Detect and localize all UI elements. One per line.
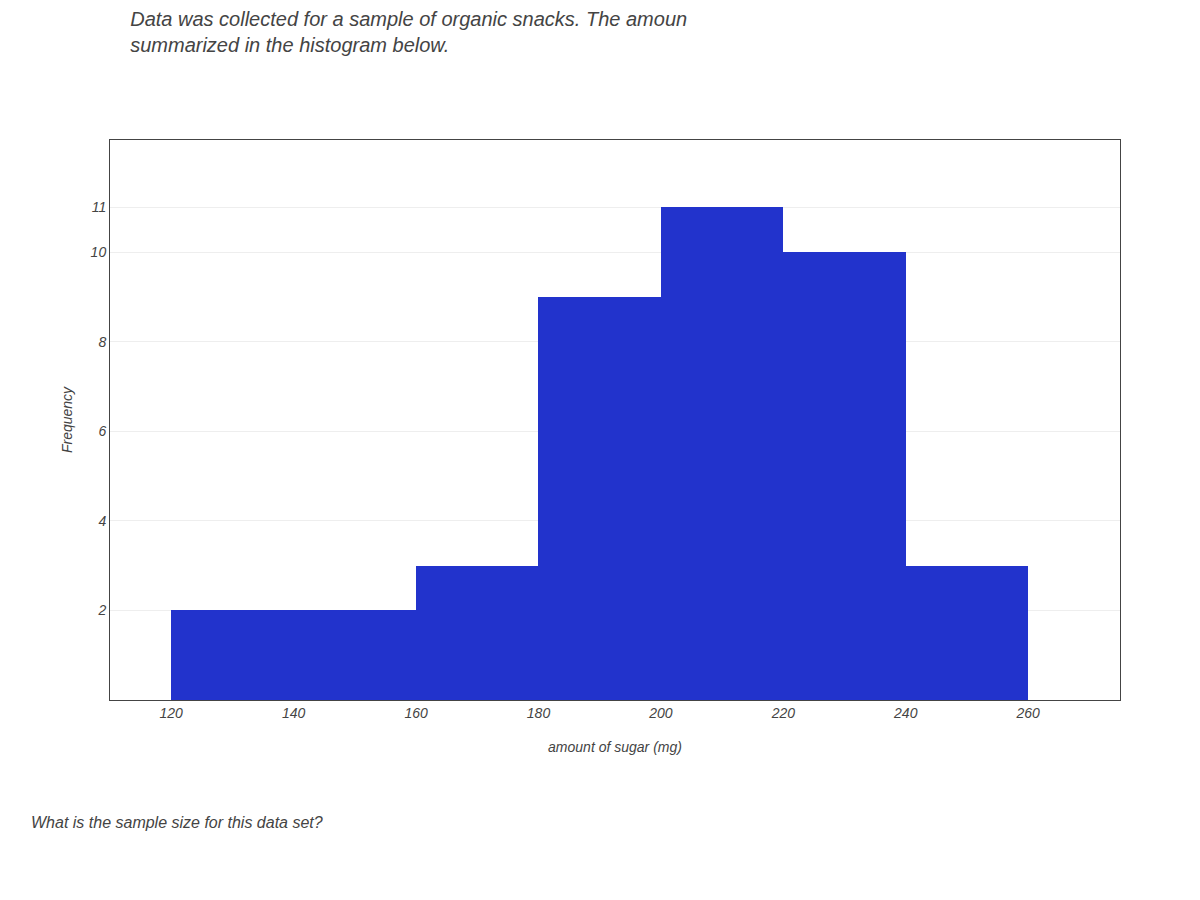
svg-text:260: 260 xyxy=(1016,705,1041,721)
svg-text:10: 10 xyxy=(91,244,107,260)
svg-text:11: 11 xyxy=(92,199,107,215)
svg-text:160: 160 xyxy=(404,705,428,721)
svg-text:What is the sample size for th: What is the sample size for this data se… xyxy=(31,814,323,831)
svg-text:180: 180 xyxy=(527,705,551,721)
svg-text:220: 220 xyxy=(771,705,796,721)
svg-text:4: 4 xyxy=(98,513,106,529)
svg-text:140: 140 xyxy=(282,705,306,721)
svg-text:120: 120 xyxy=(160,705,184,721)
svg-text:Frequency: Frequency xyxy=(59,386,75,453)
svg-text:240: 240 xyxy=(893,705,918,721)
svg-text:Data was collected for a sampl: Data was collected for a sample of organ… xyxy=(130,8,687,56)
svg-text:200: 200 xyxy=(648,705,673,721)
svg-text:amount of sugar (mg): amount of sugar (mg) xyxy=(548,739,682,755)
svg-text:8: 8 xyxy=(98,334,106,350)
svg-text:6: 6 xyxy=(98,423,106,439)
svg-text:2: 2 xyxy=(97,602,106,618)
